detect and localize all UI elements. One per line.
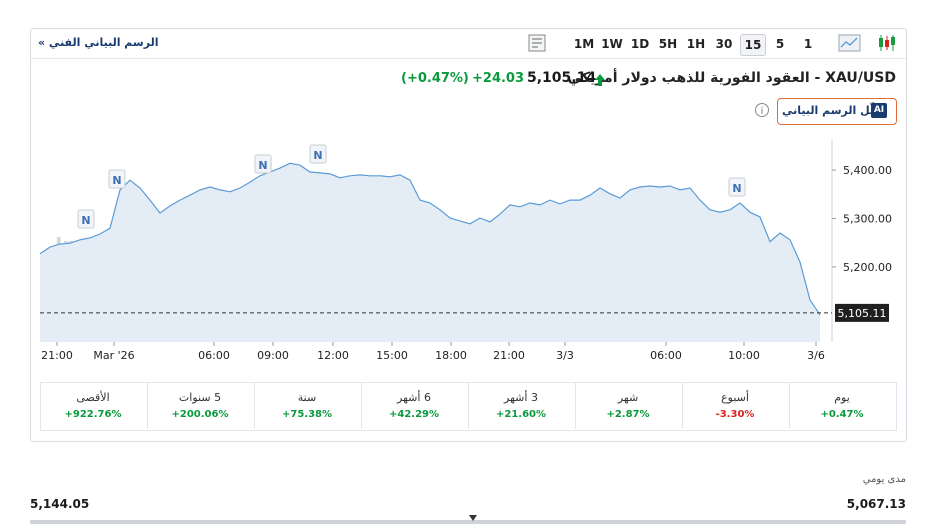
x-tick-label: 10:00 xyxy=(728,349,760,362)
separator xyxy=(31,58,906,59)
daily-low: 5,067.13 xyxy=(846,497,906,511)
interval-button[interactable]: 5H xyxy=(658,37,678,51)
chart-card xyxy=(30,28,907,442)
ai-badge: AI xyxy=(871,103,887,118)
price-change-percent: (+0.47%) xyxy=(401,71,469,86)
period-cell xyxy=(147,383,254,429)
period-cell xyxy=(254,383,361,429)
period-cell xyxy=(468,383,575,429)
news-marker-label: N xyxy=(732,182,741,195)
period-change: +42.29% xyxy=(388,409,440,420)
technical-chart-link[interactable]: الرسم البياني الفني » xyxy=(38,36,159,49)
period-label: سنة xyxy=(297,391,317,404)
period-change: +922.76% xyxy=(64,409,122,420)
period-label: أسبوع xyxy=(721,391,749,404)
daily-high: 5,144.05 xyxy=(30,497,90,511)
layout-icon[interactable] xyxy=(527,33,547,53)
news-marker-label: N xyxy=(258,159,267,172)
interval-button[interactable]: 1D xyxy=(630,37,650,51)
period-table-border xyxy=(40,382,897,431)
period-change: +75.38% xyxy=(281,409,333,420)
interval-button[interactable]: 1 xyxy=(803,37,813,51)
period-label: 3 أشهر xyxy=(504,391,538,404)
interval-button[interactable]: 1M xyxy=(573,37,595,51)
x-tick-label: 21:00 xyxy=(493,349,525,362)
news-marker[interactable] xyxy=(254,154,272,174)
x-tick-label: 18:00 xyxy=(435,349,467,362)
x-tick-label: 15:00 xyxy=(376,349,408,362)
interval-button[interactable]: 1W xyxy=(601,37,623,51)
price-line xyxy=(39,162,821,316)
ai-analyze-button[interactable] xyxy=(777,98,897,125)
news-marker[interactable] xyxy=(77,209,95,229)
ai-button-label: حلّل الرسم البياني xyxy=(782,104,883,117)
candlestick-icon[interactable] xyxy=(876,32,898,54)
period-cell xyxy=(575,383,682,429)
period-change: +200.06% xyxy=(171,409,229,420)
period-change: +0.47% xyxy=(820,409,864,420)
range-marker xyxy=(469,515,477,521)
up-arrow xyxy=(595,74,605,86)
news-marker-label: N xyxy=(313,149,322,162)
interval-button[interactable]: 30 xyxy=(715,37,733,51)
last-price-label: 5,105.11 xyxy=(838,307,887,320)
period-change: +2.87% xyxy=(606,409,650,420)
last-price-box xyxy=(835,303,889,322)
price-chart: Investing.com5,200.005,300.005,400.0021:… xyxy=(39,140,892,362)
price: 5,105.14 xyxy=(527,70,597,86)
period-cell xyxy=(789,383,896,429)
x-tick-label: 3/3 xyxy=(556,349,574,362)
interval-button[interactable]: 15 xyxy=(740,34,766,56)
info-icon[interactable]: i xyxy=(754,102,770,118)
period-label: 6 أشهر xyxy=(397,391,431,404)
news-marker[interactable] xyxy=(728,177,746,197)
news-marker-label: N xyxy=(81,214,90,227)
y-tick-label: 5,300.00 xyxy=(843,212,892,225)
price-area xyxy=(40,163,820,342)
y-tick-label: 5,200.00 xyxy=(843,261,892,274)
period-change: -3.30% xyxy=(715,409,755,420)
x-tick-label: 06:00 xyxy=(650,349,682,362)
news-marker[interactable] xyxy=(108,169,126,189)
interval-button[interactable]: 5 xyxy=(775,37,785,51)
period-change: +21.60% xyxy=(495,409,547,420)
period-label: يوم xyxy=(834,391,850,404)
price-change: +24.03 xyxy=(472,71,525,86)
x-tick-label: 06:00 xyxy=(198,349,230,362)
news-marker[interactable] xyxy=(309,144,327,164)
period-label: الأقصى xyxy=(76,391,110,404)
period-label: شهر xyxy=(617,391,639,404)
period-cell xyxy=(40,383,146,429)
period-cell xyxy=(361,383,468,429)
y-tick-label: 5,400.00 xyxy=(843,164,892,177)
x-tick-label: 3/6 xyxy=(807,349,825,362)
period-cell xyxy=(682,383,789,429)
period-label: 5 سنوات xyxy=(178,391,222,404)
daily-range-bar xyxy=(30,520,906,524)
instrument-title: XAU/USD - العقود الفورية للذهب دولار أمر… xyxy=(567,70,896,86)
x-tick-label: Mar '26 xyxy=(93,349,134,362)
interval-button[interactable]: 1H xyxy=(686,37,706,51)
x-tick-label: 21:00 xyxy=(41,349,73,362)
news-marker-label: N xyxy=(112,174,121,187)
svg-text:i: i xyxy=(761,106,764,117)
line-chart-icon[interactable] xyxy=(838,33,862,53)
x-tick-label: 12:00 xyxy=(317,349,349,362)
daily-range-label: مدى يومي xyxy=(862,474,906,485)
x-tick-label: 09:00 xyxy=(257,349,289,362)
